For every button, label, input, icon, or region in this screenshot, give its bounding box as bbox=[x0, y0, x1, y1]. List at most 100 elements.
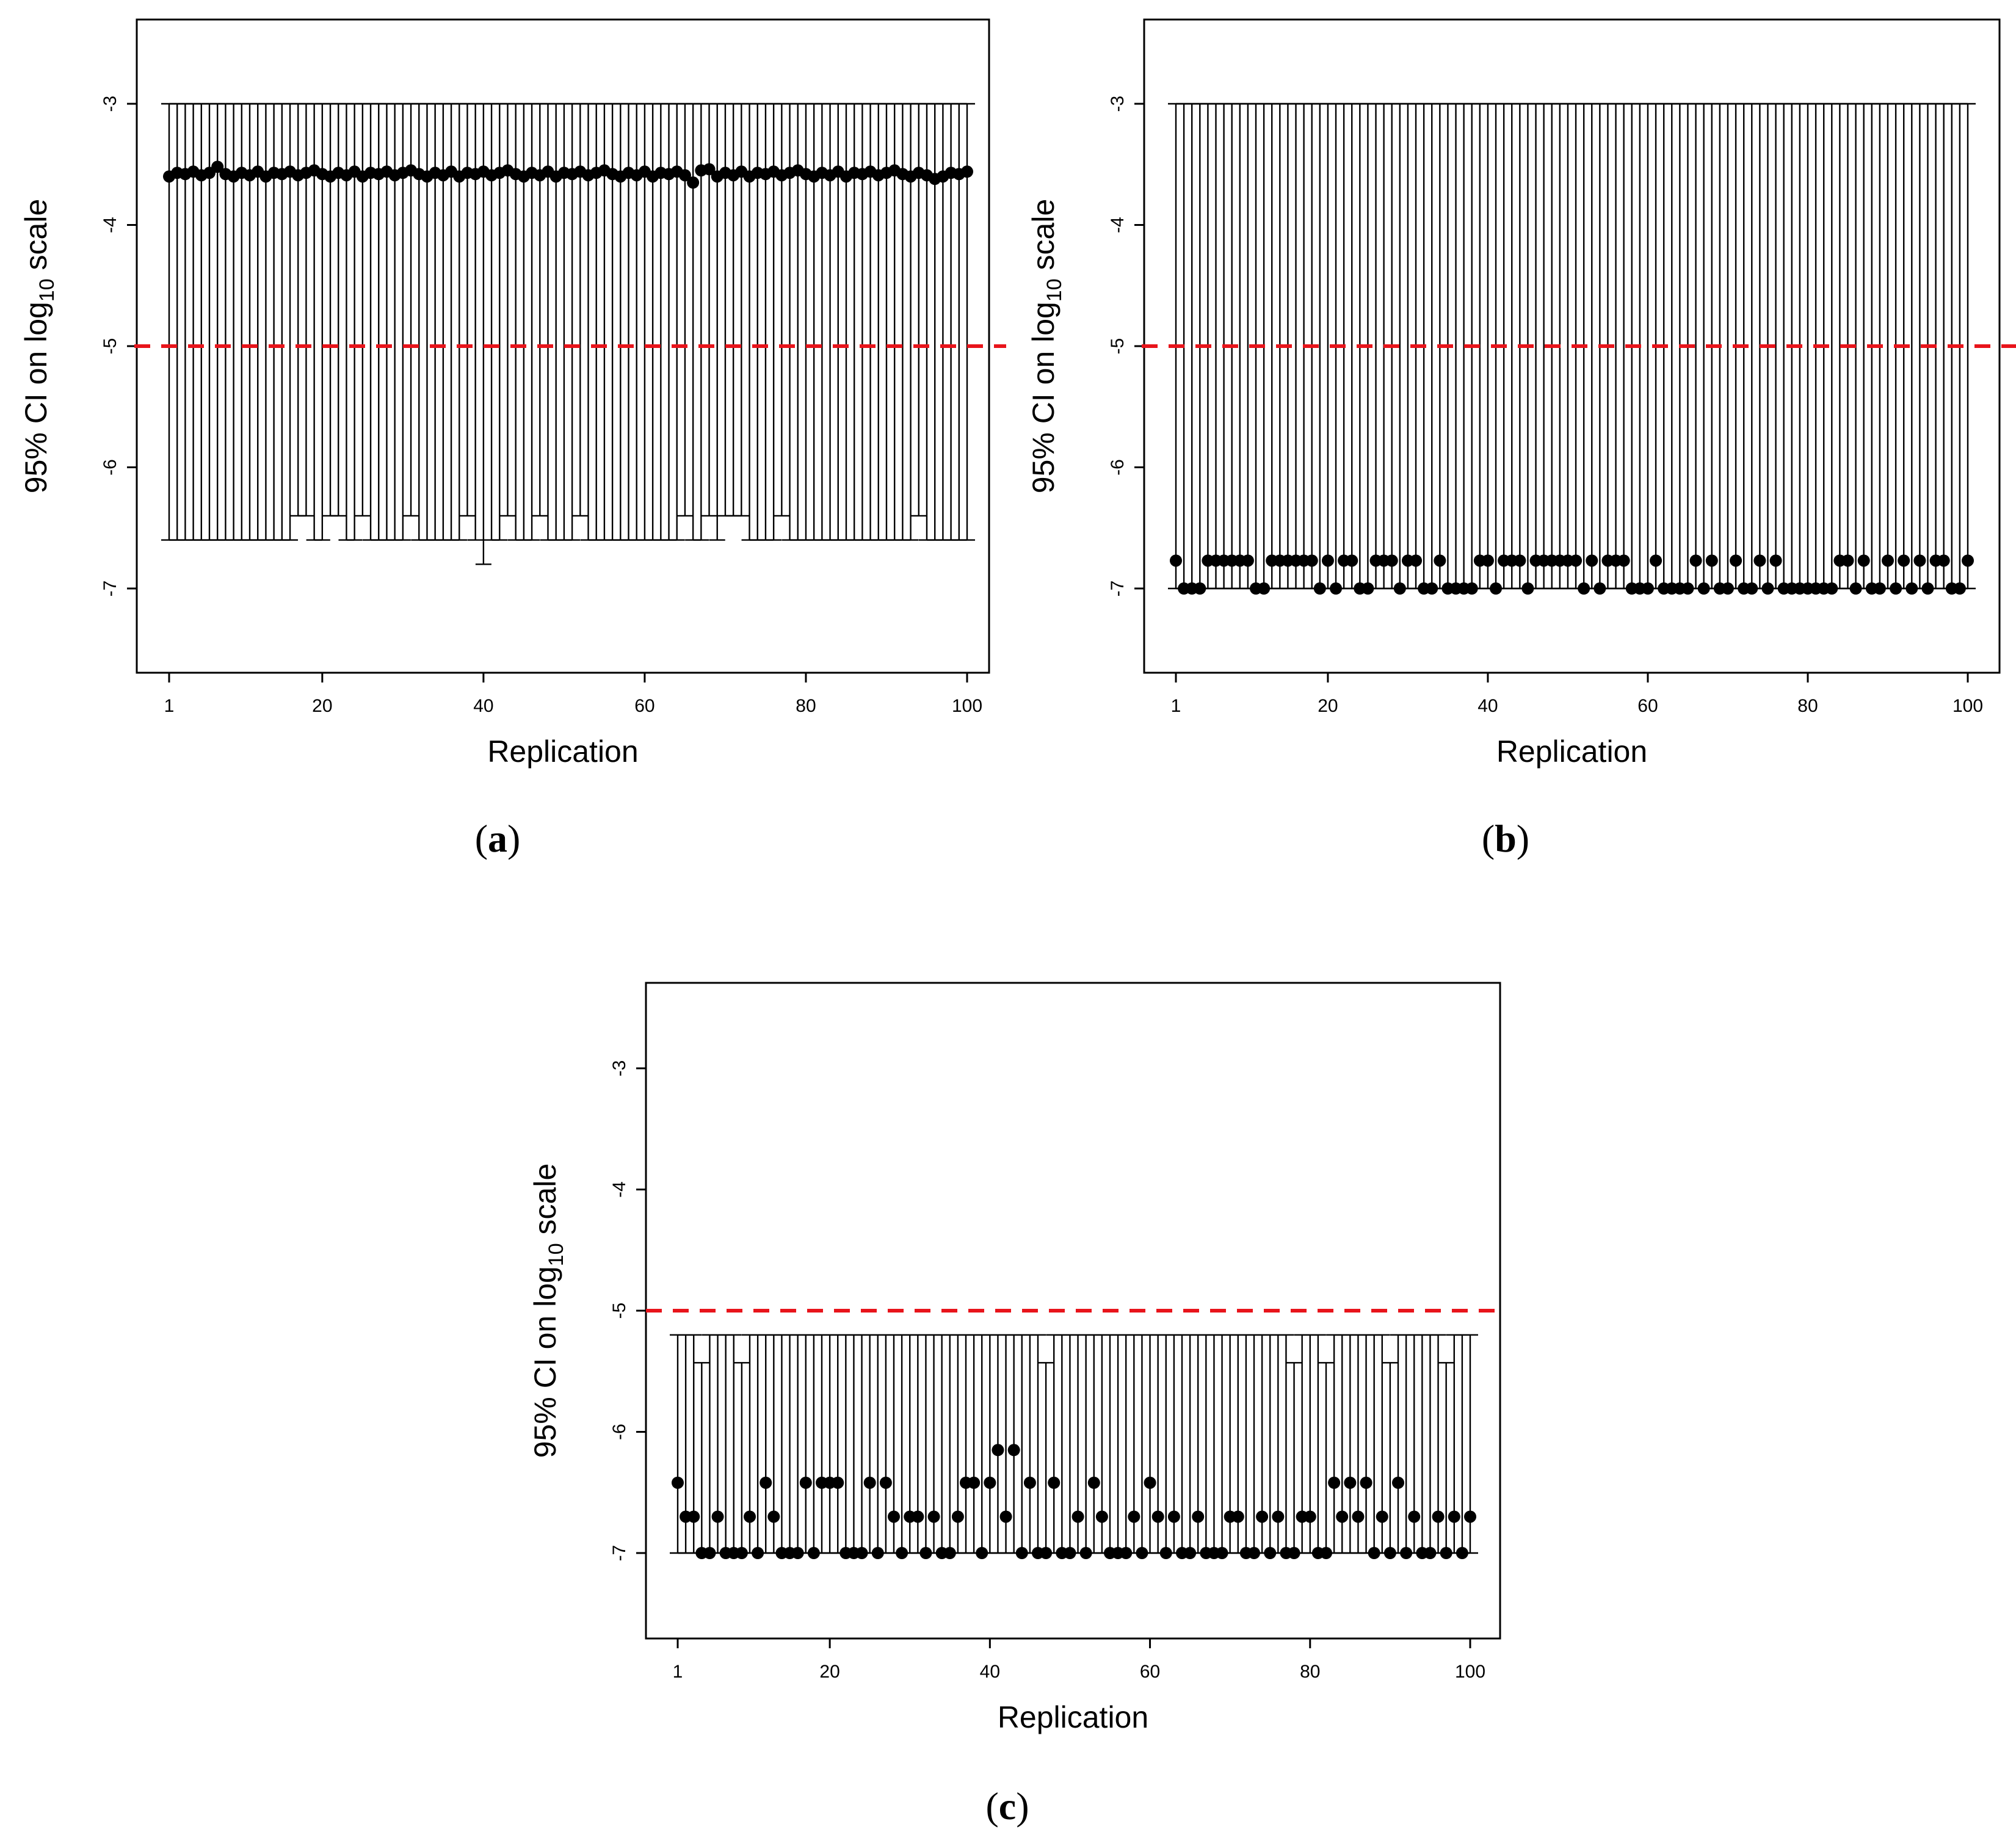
data-point bbox=[1040, 1547, 1053, 1559]
data-point bbox=[735, 1547, 748, 1559]
data-point bbox=[1937, 554, 1950, 567]
data-point bbox=[1408, 1510, 1421, 1523]
x-axis-label: Replication bbox=[998, 1700, 1148, 1734]
data-point bbox=[1346, 554, 1358, 567]
x-tick-label: 60 bbox=[634, 696, 654, 716]
data-point bbox=[1385, 554, 1398, 567]
data-point bbox=[1761, 582, 1774, 595]
data-point bbox=[961, 165, 973, 178]
data-point bbox=[1320, 1547, 1332, 1559]
panel-caption: (c) bbox=[985, 1784, 1029, 1828]
x-tick-label: 80 bbox=[1300, 1662, 1320, 1682]
data-point bbox=[1424, 1547, 1437, 1559]
x-tick-label: 40 bbox=[473, 696, 493, 716]
data-point bbox=[1826, 582, 1838, 595]
data-point bbox=[211, 161, 224, 173]
data-point bbox=[1481, 554, 1494, 567]
data-point bbox=[1440, 1547, 1452, 1559]
data-point bbox=[1071, 1510, 1084, 1523]
data-point bbox=[1095, 1510, 1108, 1523]
data-point bbox=[752, 1547, 764, 1559]
y-tick-label: -4 bbox=[100, 217, 120, 233]
data-point bbox=[1705, 554, 1718, 567]
data-point bbox=[1890, 582, 1902, 595]
data-point bbox=[1368, 1547, 1380, 1559]
data-point bbox=[1392, 1476, 1404, 1489]
data-point bbox=[1328, 1476, 1341, 1489]
data-point bbox=[1393, 582, 1406, 595]
data-point bbox=[1288, 1547, 1300, 1559]
data-point bbox=[760, 1476, 772, 1489]
data-point bbox=[1617, 554, 1630, 567]
y-tick-label: -4 bbox=[1108, 217, 1128, 233]
data-point bbox=[1048, 1476, 1061, 1489]
data-point bbox=[927, 1510, 940, 1523]
data-point bbox=[1746, 582, 1758, 595]
chart-panel-c: -3 -4 -5 -6 -7 1 20 40 60 80 100 Replication 95% CI … bbox=[528, 982, 1501, 1828]
y-tick-label: -6 bbox=[609, 1424, 629, 1440]
chart-panel-a: -3 -4 -5 -6 -7 1 20 40 60 80 100 Replication 95% CI … bbox=[19, 18, 1006, 860]
data-point bbox=[855, 1547, 868, 1559]
data-point bbox=[1881, 554, 1894, 567]
data-point bbox=[672, 1476, 684, 1489]
x-tick-label: 100 bbox=[952, 696, 982, 716]
data-point bbox=[1432, 1510, 1445, 1523]
data-point bbox=[871, 1547, 884, 1559]
data-point bbox=[1079, 1547, 1092, 1559]
x-tick-label: 80 bbox=[796, 696, 816, 716]
x-tick-label: 1 bbox=[164, 696, 175, 716]
chart-panel-b: -3 -4 -5 -6 -7 1 20 40 60 80 100 Replication 95% CI … bbox=[1026, 18, 2016, 860]
data-point bbox=[1641, 582, 1654, 595]
data-point bbox=[1170, 554, 1182, 567]
data-point bbox=[951, 1510, 964, 1523]
data-point bbox=[1905, 582, 1918, 595]
data-point bbox=[1144, 1476, 1156, 1489]
data-point bbox=[1128, 1510, 1140, 1523]
data-point bbox=[863, 1476, 876, 1489]
x-tick-label: 100 bbox=[1455, 1662, 1485, 1682]
data-point bbox=[1570, 554, 1583, 567]
data-point bbox=[832, 1476, 844, 1489]
data-point bbox=[799, 1476, 812, 1489]
y-tick-label: -3 bbox=[609, 1060, 629, 1077]
data-point bbox=[999, 1510, 1012, 1523]
data-point bbox=[1087, 1476, 1100, 1489]
data-point bbox=[1400, 1547, 1413, 1559]
data-point bbox=[767, 1510, 780, 1523]
x-tick-label: 80 bbox=[1797, 696, 1818, 716]
y-tick-label: -4 bbox=[609, 1181, 629, 1198]
data-point bbox=[711, 1510, 724, 1523]
data-point bbox=[1578, 582, 1590, 595]
data-point bbox=[896, 1547, 908, 1559]
data-point bbox=[1360, 1476, 1372, 1489]
data-point bbox=[968, 1476, 981, 1489]
data-point bbox=[1258, 582, 1271, 595]
x-tick-label: 40 bbox=[980, 1662, 1000, 1682]
data-point bbox=[1167, 1510, 1180, 1523]
data-point bbox=[1248, 1547, 1260, 1559]
x-tick-label: 20 bbox=[1318, 696, 1338, 716]
y-tick-label: -7 bbox=[609, 1545, 629, 1562]
y-axis-label: 95% CI on log10 scale bbox=[19, 199, 59, 494]
x-axis-label: Replication bbox=[1496, 734, 1647, 769]
data-point bbox=[1015, 1547, 1028, 1559]
data-point bbox=[1304, 1510, 1316, 1523]
data-point bbox=[1305, 554, 1318, 567]
data-point bbox=[1873, 582, 1886, 595]
data-point bbox=[1849, 582, 1862, 595]
data-point bbox=[1434, 554, 1446, 567]
data-point bbox=[912, 1510, 924, 1523]
data-point bbox=[888, 1510, 900, 1523]
data-point bbox=[1769, 554, 1782, 567]
data-point bbox=[687, 1510, 700, 1523]
data-point bbox=[1456, 1547, 1468, 1559]
data-point bbox=[1313, 582, 1326, 595]
data-points bbox=[1170, 554, 1974, 595]
data-point bbox=[1465, 582, 1478, 595]
data-point bbox=[1953, 582, 1966, 595]
data-point bbox=[1256, 1510, 1269, 1523]
y-tick-label: -7 bbox=[1108, 581, 1128, 597]
data-point bbox=[1594, 582, 1606, 595]
data-point bbox=[992, 1444, 1004, 1457]
data-point bbox=[1241, 554, 1254, 567]
